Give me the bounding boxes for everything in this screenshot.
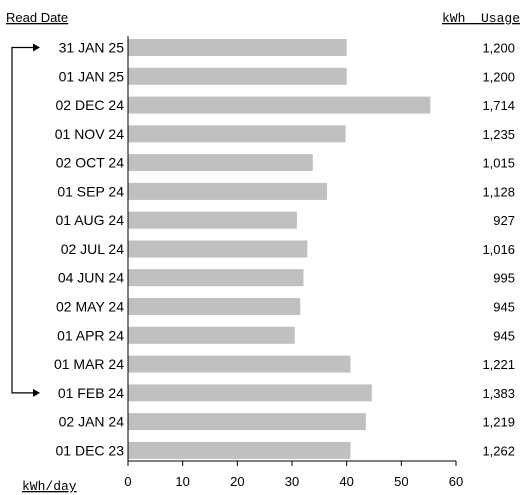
category-label: 02 JAN 24 [59, 414, 125, 430]
x-tick-label: 10 [175, 474, 189, 489]
bar [128, 240, 308, 258]
category-label: 01 DEC 23 [56, 442, 125, 458]
x-tick-label: 0 [124, 474, 131, 489]
x-tick-label: 50 [394, 474, 408, 489]
x-tick-label: 40 [339, 474, 353, 489]
bar [128, 39, 347, 56]
category-label: 01 SEP 24 [57, 183, 124, 199]
category-label: 31 JAN 25 [59, 40, 125, 56]
bar [128, 154, 313, 172]
category-label: 01 MAR 24 [54, 356, 124, 372]
usage-value: 1,262 [482, 443, 515, 458]
bar [128, 326, 295, 344]
bar [128, 211, 297, 229]
usage-value: 1,016 [482, 242, 515, 257]
category-label: 01 NOV 24 [55, 126, 124, 142]
bracket-line [11, 46, 38, 394]
category-label: 02 MAY 24 [56, 299, 124, 315]
read-date-header: Read Date [6, 10, 68, 25]
usage-value: 945 [493, 328, 515, 343]
category-label: 01 JAN 25 [59, 68, 125, 84]
usage-value: 945 [493, 300, 515, 315]
bar-group [128, 39, 431, 459]
category-label-group: 31 JAN 25 01 JAN 25 02 DEC 24 01 NOV 24 02 O… [54, 40, 124, 459]
bar [128, 298, 301, 315]
usage-value: 1,714 [482, 98, 515, 113]
arrow-head-icon [33, 388, 40, 397]
bar [128, 413, 366, 431]
usage-value: 1,221 [482, 357, 515, 372]
arrow-head-icon [33, 43, 40, 52]
category-label: 01 APR 24 [57, 327, 124, 343]
category-label: 02 OCT 24 [56, 155, 124, 171]
usage-value: 1,200 [482, 41, 515, 56]
usage-value: 1,128 [482, 184, 515, 199]
x-tick-label: 20 [230, 474, 244, 489]
bar [128, 182, 327, 200]
category-label: 01 AUG 24 [56, 212, 125, 228]
x-axis-label: kWh/day [22, 479, 77, 494]
usage-value: 1,383 [482, 386, 515, 401]
usage-value: 1,015 [482, 156, 515, 171]
usage-value: 927 [493, 213, 515, 228]
x-tick-label: 30 [285, 474, 299, 489]
x-axis: 0 10 20 30 40 50 60 [124, 36, 463, 489]
usage-value: 1,235 [482, 127, 515, 142]
bar [128, 355, 351, 373]
category-label: 02 DEC 24 [56, 97, 125, 113]
bar [128, 441, 351, 459]
usage-value: 1,200 [482, 69, 515, 84]
category-label: 02 JUL 24 [61, 241, 125, 257]
comparison-bracket [11, 43, 40, 397]
kwh-usage-header: kWh Usage [442, 11, 520, 26]
bar [128, 125, 346, 143]
bar [128, 384, 372, 402]
bar [128, 96, 431, 114]
usage-value-group: 1,200 1,200 1,714 1,235 1,015 1,128 927 1,016 99… [482, 41, 515, 459]
category-label: 01 FEB 24 [58, 385, 124, 401]
bar [128, 269, 304, 287]
usage-value: 1,219 [482, 415, 515, 430]
x-tick-label: 60 [449, 474, 463, 489]
usage-value: 995 [493, 271, 515, 286]
bar [128, 67, 347, 85]
category-label: 04 JUN 24 [58, 270, 124, 286]
